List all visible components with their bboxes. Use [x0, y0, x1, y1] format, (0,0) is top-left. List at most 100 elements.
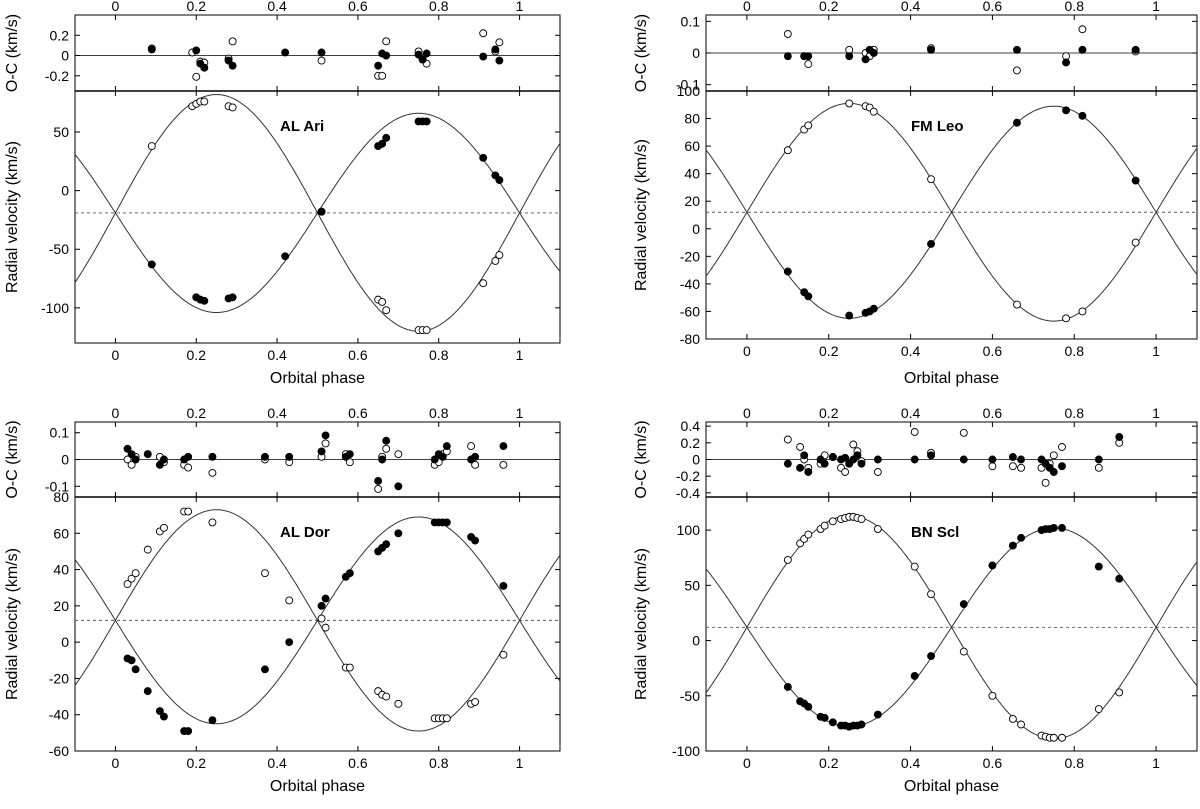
secondary-oc-point [1058, 443, 1066, 451]
rv-y-tick-label: 20 [684, 193, 700, 209]
secondary-oc-point [127, 460, 136, 469]
oc-y-tick-label: -0.4 [676, 485, 700, 501]
secondary-oc-point [1094, 463, 1103, 472]
secondary-oc-point [988, 462, 997, 471]
primary-rv-point [317, 601, 326, 610]
primary-oc-point [471, 452, 480, 461]
primary-oc-point [857, 459, 866, 468]
primary-oc-point [345, 450, 354, 459]
secondary-rv-point [873, 525, 882, 533]
rv-points [783, 512, 1124, 742]
x-axis-title: Orbital phase [270, 778, 365, 795]
primary-rv-point [378, 139, 387, 148]
rv-y-tick-label: 20 [53, 598, 69, 614]
bottom-x-tick-label: 0.6 [983, 343, 1003, 359]
primary-oc-point [321, 431, 330, 440]
rv-y-tick-label: -60 [680, 303, 700, 319]
oc-y-tick-label: -0.1 [676, 77, 700, 93]
star-name-label: BN Scl [911, 524, 959, 541]
top-x-tick-label: 0.8 [1065, 0, 1085, 14]
secondary-rv-point [869, 107, 878, 116]
panel-fm-leo: 0 0 0.2 0.2 0.4 0.4 0.6 0.6 0.8 0.8 1 1 -80 -60 -40 -20… [633, 0, 1198, 387]
rv-points [783, 99, 1140, 323]
primary-oc-point [910, 455, 919, 464]
top-x-tick-label: 1 [1152, 405, 1160, 421]
secondary-oc-point [382, 37, 391, 46]
secondary-rv-point [1017, 720, 1026, 729]
primary-oc-point [1094, 455, 1103, 464]
oc-y-axis-title: O-C (km/s) [633, 420, 650, 498]
top-x-tick-label: 0.8 [429, 405, 449, 421]
primary-oc-point [131, 455, 140, 464]
secondary-oc-point [1078, 25, 1087, 34]
primary-oc-point [804, 52, 813, 61]
primary-oc-point [1078, 45, 1087, 54]
primary-oc-point [1017, 455, 1026, 464]
primary-oc-point [1062, 58, 1071, 67]
secondary-oc-point [184, 463, 193, 472]
secondary-rv-point [143, 545, 152, 554]
primary-rv-point [382, 540, 391, 549]
secondary-oc-point [192, 72, 201, 81]
secondary-rv-point [1094, 705, 1103, 713]
primary-oc-point [1115, 433, 1124, 441]
rv-y-tick-label: 0 [692, 221, 700, 237]
rv-y-axis-title: Radial velocity (km/s) [633, 548, 650, 700]
primary-oc-point [208, 452, 217, 461]
top-x-tick-label: 0.2 [819, 405, 839, 421]
secondary-oc-point [228, 37, 237, 46]
secondary-rv-point [845, 99, 854, 108]
rv-y-tick-label: 0 [61, 183, 69, 199]
secondary-oc-point [123, 455, 132, 464]
primary-oc-point [499, 442, 508, 451]
secondary-oc-point [873, 468, 882, 476]
top-x-tick-label: 0.6 [348, 0, 368, 14]
primary-rv-point [927, 239, 935, 248]
secondary-rv-point [804, 121, 813, 130]
secondary-rv-point [285, 596, 294, 605]
bottom-x-tick-label: 1 [1152, 343, 1160, 359]
secondary-rv-point [857, 515, 866, 524]
top-x-tick-label: 0.8 [1065, 405, 1085, 421]
primary-rv-point [261, 665, 269, 674]
primary-oc-point [200, 63, 209, 72]
secondary-rv-point [1013, 300, 1021, 309]
secondary-rv-point [471, 698, 480, 706]
primary-oc-point [228, 61, 237, 70]
secondary-rv-point [345, 663, 354, 672]
secondary-oc-point [1041, 478, 1050, 487]
secondary-rv-point [442, 714, 451, 723]
rv-y-tick-label: -20 [49, 670, 69, 686]
oc-y-tick-label: 0.2 [50, 27, 70, 43]
primary-oc-point [285, 452, 294, 461]
secondary-model-curve [75, 94, 560, 332]
primary-oc-point [438, 452, 447, 461]
oc-points [783, 25, 1140, 75]
bottom-x-tick-label: 0.4 [267, 755, 287, 771]
rv-y-tick-label: -50 [49, 241, 69, 257]
bottom-x-tick-label: 0.6 [983, 755, 1003, 771]
primary-rv-point [184, 727, 193, 735]
rv-y-tick-label: -50 [680, 688, 700, 704]
primary-rv-point [988, 561, 997, 570]
primary-oc-point [418, 55, 427, 64]
secondary-rv-point [820, 521, 829, 530]
primary-rv-point [1058, 523, 1066, 532]
secondary-oc-point [804, 60, 813, 69]
secondary-rv-point [382, 306, 391, 315]
model-curves [75, 509, 560, 732]
primary-oc-point [783, 52, 792, 61]
primary-oc-point [147, 45, 156, 54]
oc-y-tick-label: -0.2 [45, 68, 69, 84]
oc-points [147, 29, 504, 81]
primary-rv-point [317, 207, 326, 216]
primary-rv-point [321, 594, 330, 603]
oc-frame [74, 14, 561, 92]
oc-y-axis-title: O-C (km/s) [633, 14, 650, 92]
primary-oc-point [442, 442, 451, 451]
secondary-rv-point [479, 279, 488, 288]
primary-rv-point [208, 716, 217, 725]
star-name-label: AL Ari [280, 118, 324, 135]
primary-rv-point [1078, 111, 1087, 120]
